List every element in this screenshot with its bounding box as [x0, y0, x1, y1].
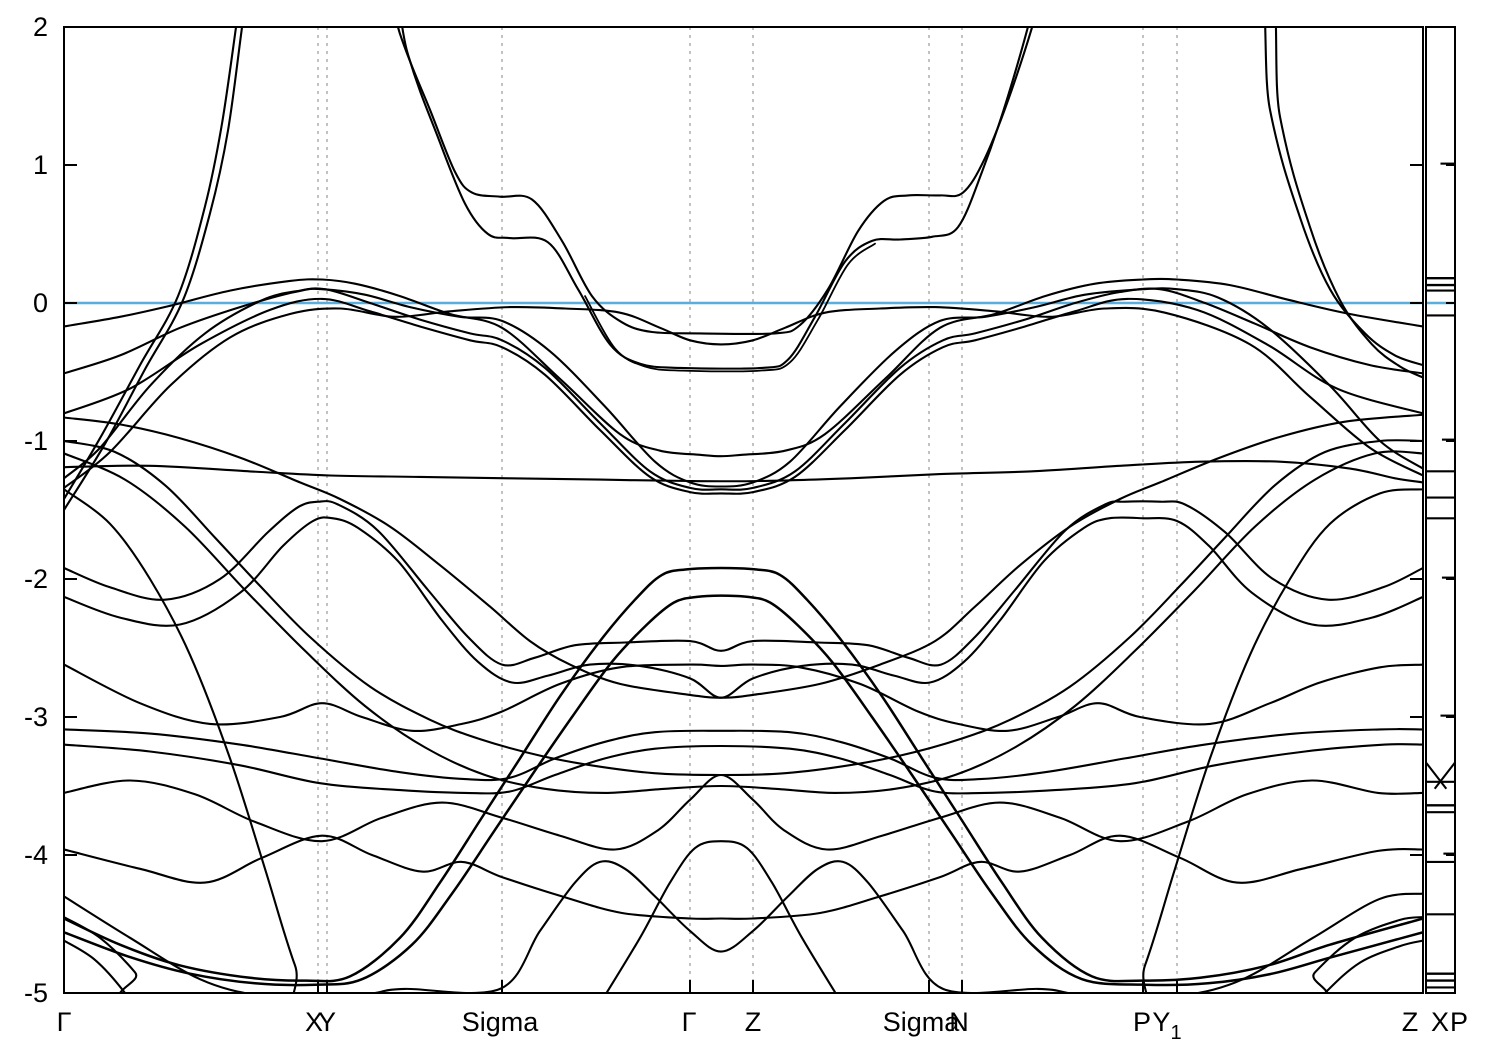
band-curve: [65, 516, 1422, 699]
tick-marks: [64, 26, 1455, 994]
k-point-label: Γ: [57, 1007, 72, 1037]
k-point-label: Z: [745, 1007, 762, 1037]
band-curve: [605, 840, 837, 992]
band-curve: [65, 566, 1422, 983]
band-curve: [65, 297, 1422, 495]
band-curve: [65, 916, 1422, 992]
band-curve: [65, 277, 1422, 458]
band-curve: [65, 834, 1422, 920]
main-panel-frame: [63, 26, 1424, 994]
y-axis-tick-label: 2: [33, 12, 48, 42]
k-point-label: P: [1133, 1007, 1151, 1037]
y-axis-tick-label: -4: [24, 840, 48, 870]
band-curve: [65, 287, 1422, 491]
y-axis-labels: 2 1 0 -1 -2 -3 -4 -5: [24, 12, 48, 1008]
band-curve: [65, 28, 1422, 511]
y-axis-tick-label: -3: [24, 702, 48, 732]
k-point-label: Sigma: [883, 1007, 961, 1037]
band-curve: [584, 242, 876, 373]
right-panel-bands: [1427, 162, 1454, 989]
band-curve: [65, 860, 1422, 992]
band-curve: [65, 28, 1422, 500]
k-point-label: Γ: [682, 1007, 697, 1037]
panel-band-segment: [1433, 762, 1454, 790]
y-axis-tick-label: -1: [24, 426, 48, 456]
panel-band-segment: [1427, 762, 1448, 790]
plot-frames: [63, 26, 1456, 994]
band-curve: [65, 728, 1422, 782]
k-point-label: X: [1431, 1007, 1449, 1037]
y-axis-tick-label: 1: [33, 150, 48, 180]
band-curve: [65, 488, 1422, 992]
band-curve: [65, 663, 1422, 733]
band-curve: [65, 773, 1422, 851]
k-point-label: P: [1450, 1007, 1468, 1037]
band-curve: [65, 439, 1422, 777]
gridlines: [317, 27, 1178, 993]
k-point-label: Z: [1402, 1007, 1419, 1037]
band-curves: [65, 28, 1422, 992]
y-axis-tick-label: 0: [33, 288, 48, 318]
band-curve: [65, 450, 1422, 794]
band-curve: [65, 594, 1422, 987]
k-point-label: N: [949, 1007, 969, 1037]
band-curve: [65, 743, 1422, 795]
y-axis-tick-label: -2: [24, 564, 48, 594]
band-curve: [65, 500, 1422, 667]
band-curve: [65, 459, 1422, 484]
band-curve: [65, 939, 1422, 992]
right-panel-frame: [1425, 26, 1456, 994]
y-axis-tick-label: -5: [24, 978, 48, 1008]
k-point-label: X: [305, 1007, 323, 1037]
k-point-label: Sigma: [462, 1007, 540, 1037]
k-point-label: Y: [318, 1007, 336, 1037]
band-curve: [65, 305, 1422, 489]
